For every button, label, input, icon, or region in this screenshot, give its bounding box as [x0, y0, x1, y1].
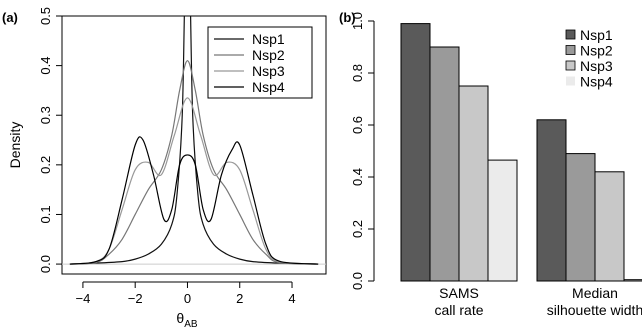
legend-b-swatch-nsp4 [566, 76, 575, 86]
series-line-nsp1 [69, 16, 319, 265]
legend-a-frame [207, 26, 313, 99]
y-tick-label-b: 1.0 [350, 12, 365, 30]
legend-b-swatch-nsp2 [565, 45, 576, 55]
x-tick-label-a: −2 [128, 291, 143, 306]
panel-a-label: (a) [2, 10, 18, 25]
x-tick-label-a: 4 [288, 291, 295, 306]
legend-b-label-nsp4: Nsp4 [580, 74, 613, 90]
y-tick-label-a: 0.5 [38, 7, 53, 25]
category-label: silhouette width [547, 302, 642, 318]
category-label: Median [572, 285, 618, 301]
bar-nsp3 [458, 85, 489, 282]
y-tick-label-b: 0.2 [350, 220, 365, 238]
x-tick-label-a: 0 [184, 291, 191, 306]
category-label: SAMS [439, 285, 479, 301]
bar-nsp4 [623, 279, 642, 282]
category-label: call rate [434, 302, 483, 318]
legend-b-label-nsp1: Nsp1 [580, 27, 613, 43]
legend-b-label-nsp3: Nsp3 [580, 58, 613, 74]
legend-b-label-nsp2: Nsp2 [580, 43, 613, 59]
y-tick-label-b: 0.0 [350, 272, 365, 290]
series-group-a [69, 16, 319, 265]
legend-a-label-nsp2: Nsp2 [252, 47, 285, 63]
y-tick-label-a: 0.0 [38, 255, 53, 273]
panel-b-label: (b) [339, 10, 356, 25]
bar-nsp1 [536, 119, 567, 282]
series-line-nsp2 [69, 60, 319, 265]
y-tick-label-b: 0.4 [350, 168, 365, 186]
series-line-nsp3 [69, 97, 319, 265]
y-tick-label-b: 0.8 [350, 64, 365, 82]
bar-nsp2 [565, 153, 596, 282]
y-tick-label-b: 0.6 [350, 116, 365, 134]
legend-a-label-nsp1: Nsp1 [252, 31, 285, 47]
bar-nsp2 [429, 46, 460, 282]
bar-nsp1 [400, 23, 431, 282]
legend-a-label-nsp4: Nsp4 [252, 79, 285, 95]
x-tick-label-a: −4 [75, 291, 90, 306]
bar-nsp4 [487, 159, 518, 282]
y-tick-label-a: 0.3 [38, 106, 53, 124]
legend-b-swatch-nsp1 [565, 29, 576, 40]
x-axis-label-a: θAB [176, 310, 197, 330]
y-axis-label-a: Density [7, 122, 23, 169]
y-tick-label-a: 0.1 [38, 205, 53, 223]
bar-nsp3 [594, 171, 625, 282]
y-tick-label-a: 0.2 [38, 156, 53, 174]
plot-a-frame [61, 15, 327, 275]
density-panel: (a) 0.0 0.1 0.2 0.3 0.4 0.5 −4 −2 0 2 4 Density θA… [2, 7, 327, 330]
legend-b-swatch-nsp3 [565, 60, 576, 71]
legend-a-label-nsp3: Nsp3 [252, 63, 285, 79]
y-tick-label-a: 0.4 [38, 57, 53, 75]
series-line-nsp4 [69, 136, 319, 265]
x-tick-label-a: 2 [236, 291, 243, 306]
